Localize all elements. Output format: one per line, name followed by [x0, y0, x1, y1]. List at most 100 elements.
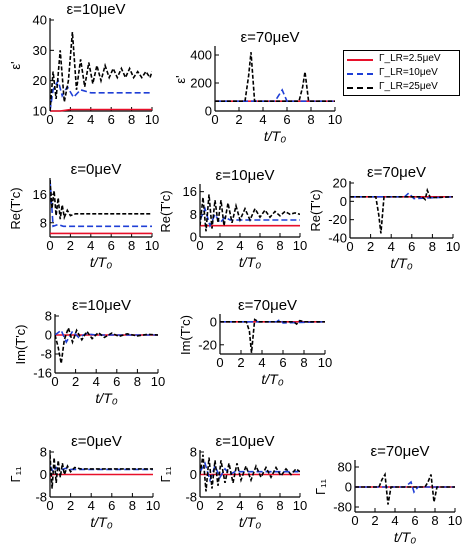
y-tick-label: 400	[190, 48, 212, 63]
x-tick-label: 10	[146, 498, 160, 513]
y-tick-label: 40	[33, 13, 47, 28]
series-line-gamma-25	[200, 454, 300, 492]
x-tick-label: 2	[216, 498, 223, 513]
x-tick-label: 8	[129, 498, 136, 513]
x-tick-label: 8	[134, 374, 141, 389]
panel-title: ε=0μeV	[71, 433, 122, 450]
x-tick-label: 10	[145, 238, 159, 253]
series-line-gamma-25	[200, 194, 300, 232]
x-tick-label: 0	[346, 239, 353, 254]
legend-label: Γ_LR=2.5μeV	[379, 53, 441, 64]
legend-item-gamma-10: Γ_LR=10μeV	[347, 67, 457, 80]
y-tick-label: 0	[190, 467, 197, 482]
x-tick-label: 2	[72, 374, 79, 389]
series-line-gamma-25	[50, 32, 152, 112]
x-tick-label: 0	[46, 112, 53, 127]
x-tick-label: 4	[391, 513, 398, 528]
x-tick-label: 10	[318, 355, 332, 370]
x-tick-label: 2	[367, 239, 374, 254]
chart-panel-p2: 0 2 4 6 8 10 0 200 400 ε=70μeV ε' t/T₀	[173, 29, 342, 144]
y-tick-label: -8	[40, 347, 52, 362]
x-tick-label: 8	[276, 498, 283, 513]
series-line-gamma-25	[220, 318, 325, 353]
series-line-gamma-25	[355, 472, 455, 505]
x-tick-label: 4	[236, 498, 243, 513]
y-tick-label: 0	[40, 467, 47, 482]
y-tick-label: 0	[210, 314, 217, 329]
x-axis-label: t/T₀	[261, 371, 283, 387]
series-line-gamma-10	[215, 88, 335, 102]
x-tick-label: 0	[216, 355, 223, 370]
y-axis-label: ε'	[8, 61, 23, 69]
y-tick-label: 8	[45, 309, 52, 324]
x-axis-label: t/T₀	[90, 514, 112, 530]
x-tick-label: 6	[108, 498, 115, 513]
series-line-gamma-10	[350, 191, 453, 200]
x-tick-label: 8	[307, 112, 314, 127]
x-axis-label: t/T₀	[394, 529, 416, 545]
series-line-gamma-10	[200, 206, 300, 229]
panel-title: ε=70μeV	[240, 29, 299, 46]
y-tick-label: 80	[338, 460, 352, 475]
x-tick-label: 8	[429, 239, 436, 254]
x-tick-label: 0	[46, 498, 53, 513]
y-tick-label: 200	[190, 76, 212, 91]
series-line-gamma-10	[50, 78, 152, 112]
x-tick-label: 2	[371, 513, 378, 528]
panel-title: ε=70μeV	[367, 164, 426, 181]
x-tick-label: 0	[46, 238, 53, 253]
y-tick-label: -40	[328, 231, 347, 246]
x-axis-label: t/T₀	[239, 254, 261, 270]
legend-item-gamma-2-5: Γ_LR=2.5μeV	[347, 53, 457, 66]
series-line-gamma-25	[55, 325, 158, 364]
y-axis-label: Im(T'c)	[13, 324, 28, 364]
y-tick-label: -8	[185, 490, 197, 505]
series-line-gamma-10	[200, 461, 300, 483]
y-axis-label: Γ₁₁	[8, 466, 23, 483]
y-axis-label: Re(T'c)	[8, 187, 23, 229]
y-tick-label: -8	[35, 490, 47, 505]
legend-swatch-blue	[347, 73, 373, 75]
y-tick-label: 8	[40, 215, 47, 230]
x-tick-label: 4	[88, 498, 95, 513]
x-tick-label: 10	[293, 238, 307, 253]
x-axis-label: t/T₀	[95, 390, 117, 406]
x-tick-label: 10	[446, 239, 460, 254]
x-tick-label: 4	[87, 112, 94, 127]
chart-panel-p1: 0 2 4 6 8 10 10 20 30 40 ε=10μeV ε'	[8, 1, 159, 127]
panel-title: ε=0μeV	[71, 161, 122, 178]
series-line-gamma-2-5	[50, 473, 153, 478]
series-line-gamma-2-5	[50, 108, 152, 112]
y-tick-label: 8	[190, 445, 197, 460]
x-tick-label: 2	[67, 112, 74, 127]
panel-title: ε=10μeV	[66, 1, 125, 18]
x-tick-label: 2	[237, 355, 244, 370]
y-tick-label: 10	[33, 104, 47, 119]
x-tick-label: 8	[431, 513, 438, 528]
panel-title: ε=10μeV	[72, 297, 131, 314]
series-line-gamma-10	[55, 329, 158, 344]
y-tick-label: 0	[45, 328, 52, 343]
legend-swatch-black	[347, 87, 373, 89]
x-tick-label: 6	[283, 112, 290, 127]
x-tick-label: 4	[87, 238, 94, 253]
y-tick-label: -80	[333, 500, 352, 515]
legend: Γ_LR=2.5μeV Γ_LR=10μeV Γ_LR=25μeV	[343, 50, 460, 96]
legend-label: Γ_LR=25μeV	[379, 81, 438, 92]
y-tick-label: 0	[205, 104, 212, 119]
x-tick-label: 6	[411, 513, 418, 528]
x-tick-label: 10	[448, 513, 462, 528]
x-tick-label: 4	[93, 374, 100, 389]
x-tick-label: 10	[145, 112, 159, 127]
legend-label: Γ_LR=10μeV	[379, 67, 438, 78]
panel-title: ε=70μeV	[238, 297, 297, 314]
x-tick-label: 4	[388, 239, 395, 254]
x-tick-label: 6	[108, 112, 115, 127]
panel-title: ε=10μeV	[215, 167, 274, 184]
